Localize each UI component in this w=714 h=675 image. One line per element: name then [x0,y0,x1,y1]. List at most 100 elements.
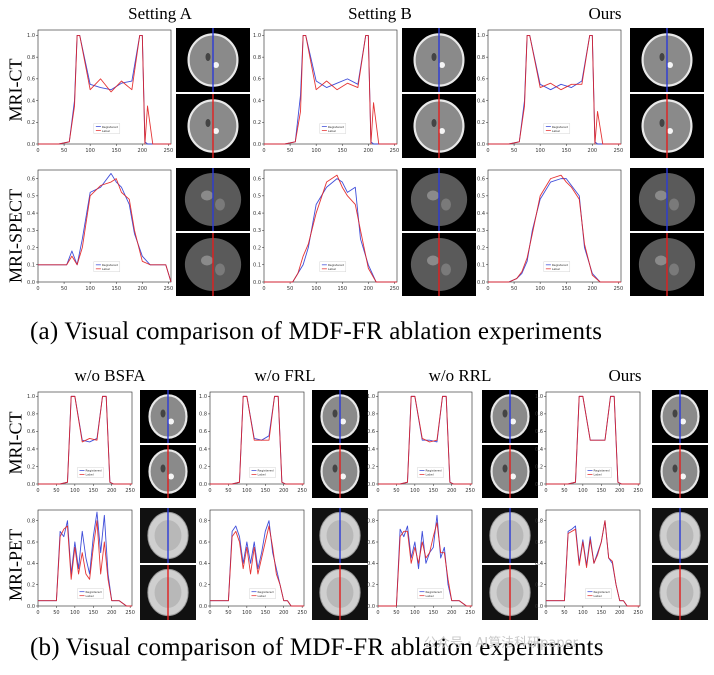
y-tick-label: 0.0 [535,604,543,610]
legend-box [249,588,276,599]
series-line-label [264,174,397,283]
ct-lesion [510,418,516,425]
x-tick-label: 250 [614,286,624,292]
x-tick-label: 150 [561,148,571,154]
y-tick-label: 0.4 [535,447,543,453]
spect-blob [427,190,439,201]
x-tick-label: 150 [429,610,439,616]
x-tick-label: 50 [511,148,517,154]
y-tick-label: 0.0 [477,142,485,148]
legend-box [417,467,444,478]
y-tick-label: 0.8 [27,518,35,524]
ct-ventricle [205,119,211,127]
x-tick-label: 200 [279,610,289,616]
x-tick-label: 100 [410,488,420,494]
legend-label-registered: Registered [257,590,273,594]
legend-box [93,261,121,272]
scan-image-pair [140,508,196,620]
ct-lesion [439,128,445,134]
y-tick-label: 0.0 [199,604,207,610]
col-title-wo-rrl: w/o RRL [428,366,492,385]
x-tick-label: 200 [447,610,457,616]
x-tick-label: 100 [311,286,321,292]
legend-box [585,467,612,478]
scan-image-pair [402,168,476,296]
spect-blob [441,263,451,276]
caption-a: (a) Visual comparison of MDF-FR ablation… [30,318,603,345]
legend-label-label: Label [328,267,336,271]
y-tick-label: 0.6 [27,77,35,83]
ct-ventricle [431,119,437,127]
legend-box [77,467,104,478]
y-tick-label: 0.4 [367,447,375,453]
x-tick-label: 50 [225,488,231,494]
x-tick-label: 200 [364,148,374,154]
y-tick-label: 0.0 [253,280,261,286]
x-tick-label: 100 [242,488,252,494]
scan-image-pair [312,508,368,620]
line-chart-b-10: 0 50 100 150 200 250 0.0 0.2 0.4 0.6 0.8 Registered… [27,509,135,616]
x-tick-label: 250 [297,610,307,616]
y-tick-label: 0.5 [477,194,485,200]
legend-box [319,261,347,272]
ct-lesion [680,473,686,480]
line-chart-a-5: 0 50 100 150 200 250 0.0 0.1 0.2 0.3 0.4 0.5 0.6 Regi… [477,169,624,292]
y-tick-label: 0.0 [477,280,485,286]
y-tick-label: 1.0 [535,394,543,400]
legend-box [417,588,444,599]
y-tick-label: 1.0 [367,394,375,400]
x-tick-label: 200 [364,286,374,292]
legend-box [585,588,612,599]
x-tick-label: 0 [486,286,489,292]
y-tick-label: 0.6 [27,540,35,546]
y-tick-label: 0.6 [253,77,261,83]
y-tick-label: 0.2 [253,245,261,251]
series-line-label [546,520,640,607]
y-tick-label: 0.2 [477,120,485,126]
legend-label-registered: Registered [85,590,101,594]
legend-box [249,467,276,478]
x-tick-label: 200 [447,488,457,494]
legend-label-registered: Registered [102,263,118,267]
series-line-label [38,34,171,145]
x-tick-label: 250 [465,488,475,494]
ct-lesion [340,473,346,480]
x-tick-label: 150 [111,148,121,154]
x-tick-label: 100 [578,488,588,494]
legend-label-label: Label [328,129,336,133]
watermark: 公众号 · AI算法科研paper [424,636,578,651]
legend-label-registered: Registered [425,469,441,473]
legend-label-label: Label [85,473,93,477]
x-tick-label: 250 [390,148,400,154]
legend-label-registered: Registered [552,263,568,267]
x-tick-label: 250 [164,286,174,292]
legend-box [543,261,571,272]
y-tick-label: 0.8 [535,518,543,524]
x-tick-label: 50 [53,610,59,616]
y-tick-label: 0.6 [199,540,207,546]
series-line-label [38,178,172,283]
legend-label-label: Label [102,129,110,133]
y-tick-label: 0.5 [27,194,35,200]
y-tick-label: 1.0 [199,394,207,400]
series-line-label [546,395,640,485]
y-tick-label: 1.0 [477,33,485,39]
y-tick-label: 0.2 [199,464,207,470]
x-tick-label: 150 [89,610,99,616]
y-tick-label: 0.8 [253,55,261,61]
line-chart-b-7: 0 50 100 150 200 250 0.0 0.2 0.4 0.6 0.8 1.0 Registe… [199,391,307,494]
y-tick-label: 0.2 [199,582,207,588]
legend-label-label: Label [85,594,93,598]
ct-lesion [168,418,174,425]
spect-blob [201,255,213,266]
series-line-label [210,525,304,607]
ct-ventricle [672,409,678,418]
x-tick-label: 50 [561,488,567,494]
ct-lesion [667,62,673,68]
y-tick-label: 0.1 [253,263,261,269]
y-tick-label: 0.2 [535,582,543,588]
